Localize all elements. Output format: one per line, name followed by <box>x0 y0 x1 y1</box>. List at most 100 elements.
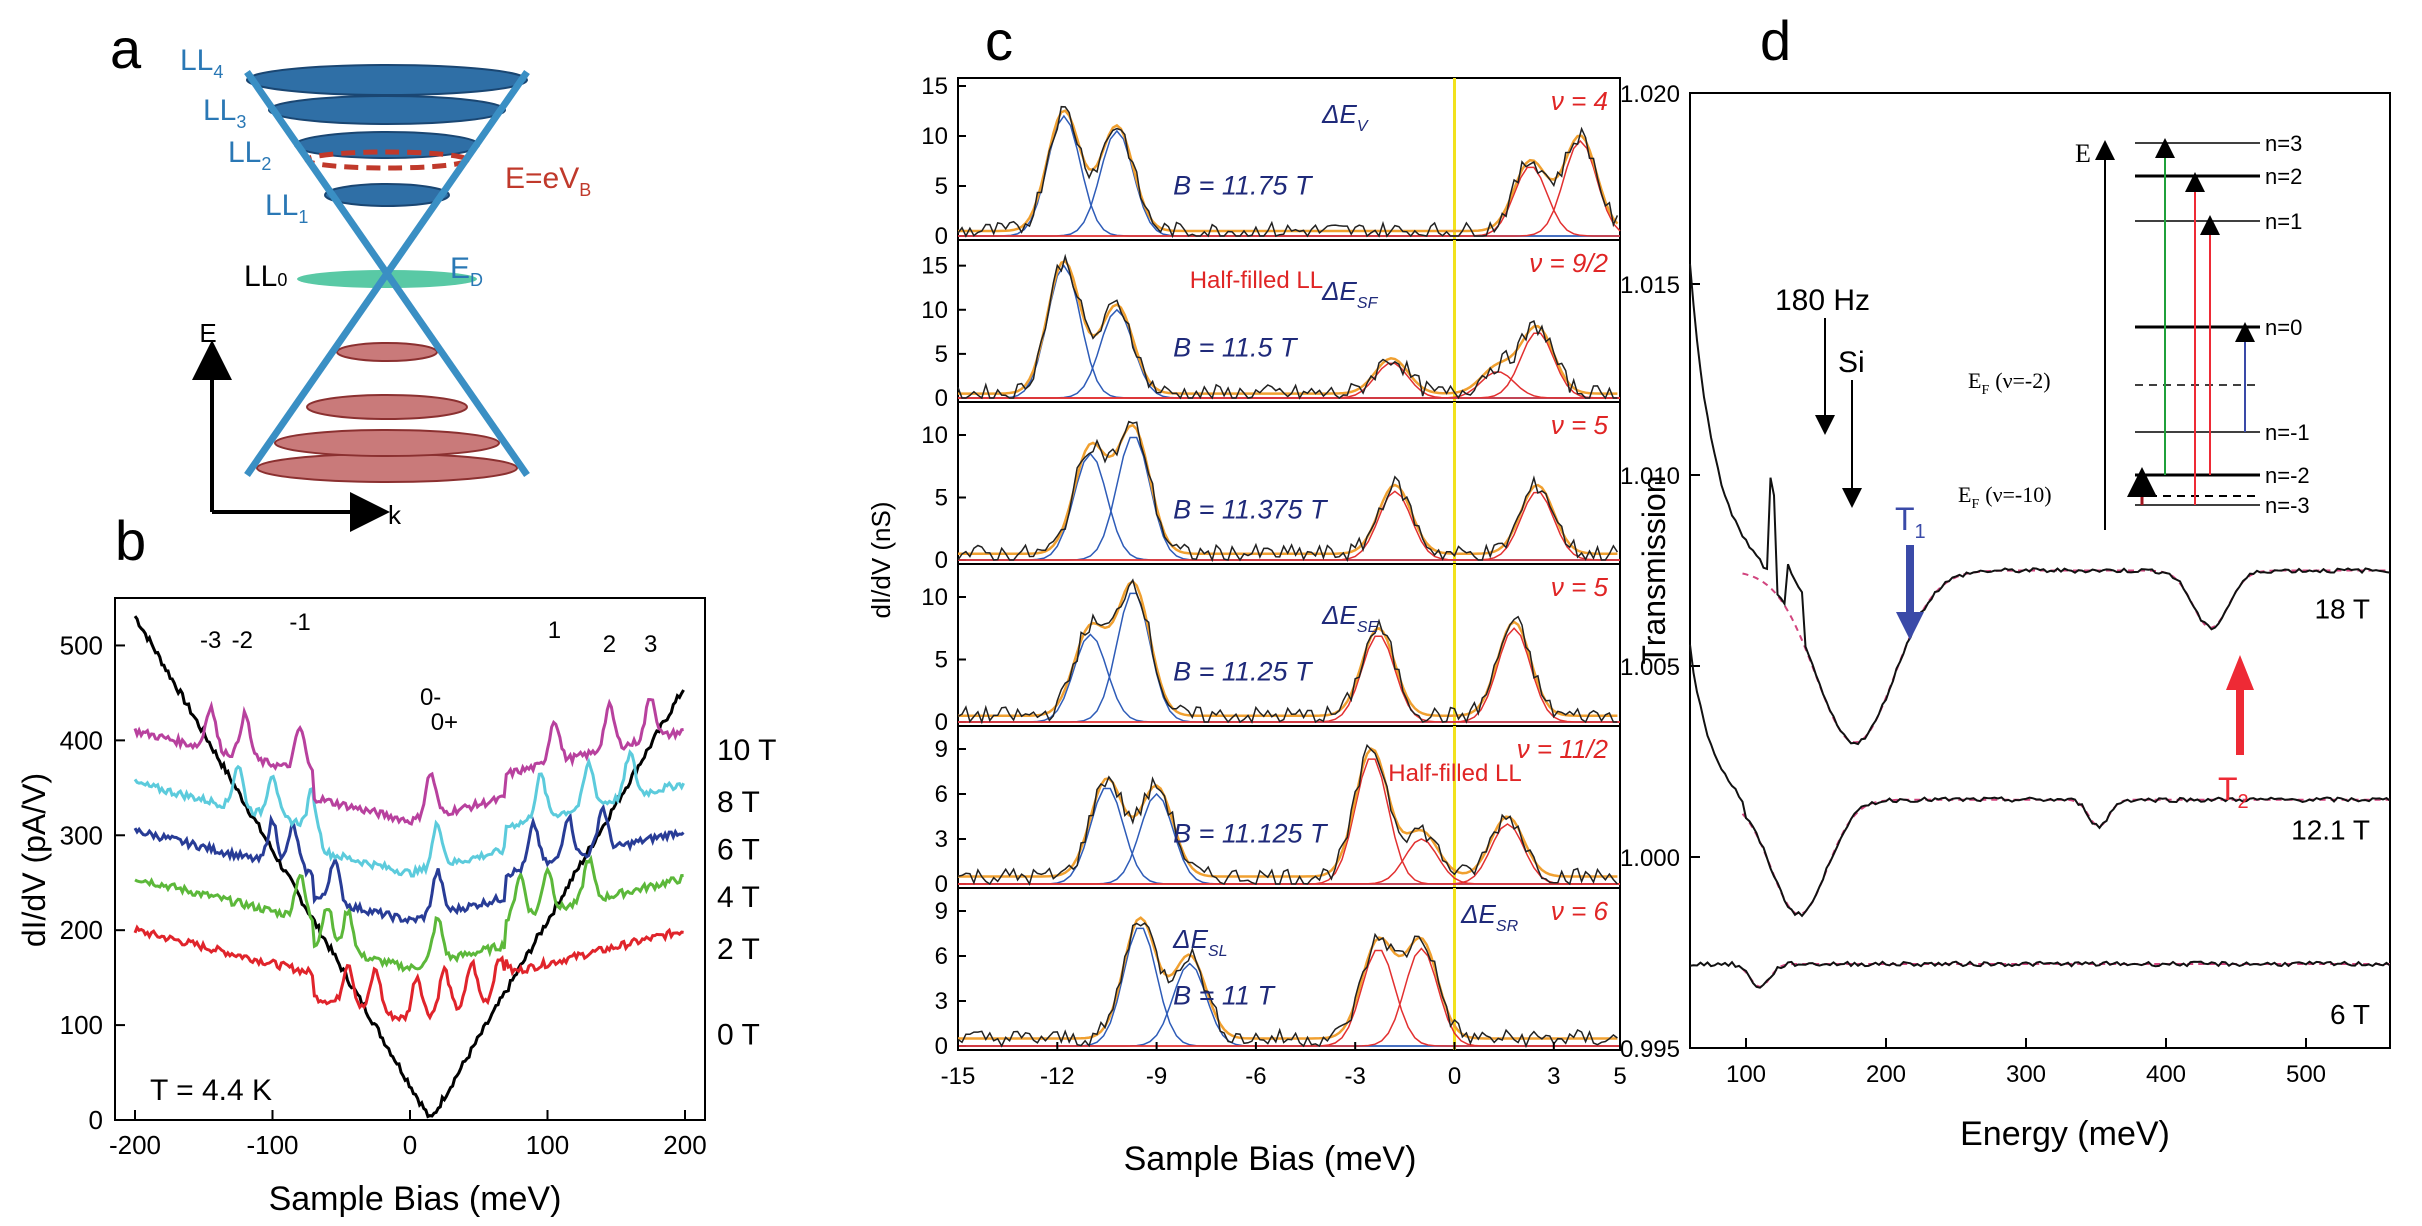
b-series-label: 6 T <box>717 834 760 867</box>
panel-b-peak-labels: -3 -2 -1 0-0+ 1 2 3 <box>200 609 657 736</box>
fermi-level-ring <box>304 149 470 171</box>
c-gap-sub: SF <box>1357 295 1379 312</box>
b-series-label: 0 T <box>717 1019 760 1052</box>
label-t2: T2 <box>2218 771 2249 813</box>
arrow-t1 <box>1896 545 1924 640</box>
inset-level-label: n=0 <box>2265 315 2302 340</box>
inset-e-label: E <box>2075 139 2091 168</box>
axis-k-label: k <box>388 500 402 530</box>
c-field-label: B = 11.375 T <box>1173 495 1329 525</box>
upper-ll-1 <box>324 183 450 207</box>
b-xtick-label: 100 <box>526 1130 569 1160</box>
d-series-2 <box>1689 960 2391 989</box>
d-series-label: 12.1 T <box>2291 815 2370 846</box>
b-peak-label: 1 <box>548 617 561 644</box>
c-data-trace <box>957 743 1618 886</box>
c-xtick-label: -15 <box>941 1063 976 1090</box>
inset-ef2: EF (ν=-10) <box>1958 482 2052 512</box>
inset-level-label: n=-3 <box>2265 493 2310 518</box>
b-series-2T <box>133 924 684 1023</box>
c-ytick-label: 0 <box>935 1033 948 1060</box>
temperature-label: T = 4.4 K <box>150 1074 272 1107</box>
cone-line-2 <box>244 70 530 477</box>
c-halffilled-label: Half-filled LL <box>1388 760 1521 787</box>
d-xtick-label: 200 <box>1866 1061 1906 1088</box>
c-fit-component <box>958 139 1621 237</box>
lower-ll-3 <box>306 394 468 420</box>
c-filling-label: ν = 5 <box>1551 572 1609 602</box>
d-xtick-label: 400 <box>2146 1061 2186 1088</box>
b-series-label: 10 T <box>717 734 777 767</box>
c-subpanel-3: 0 5 10 B = 11.25 T ν = 5 ΔESE <box>921 563 1621 736</box>
d-series-label: 18 T <box>2314 594 2370 625</box>
c-subpanel-frame <box>957 887 1621 1051</box>
inset-level-label: n=3 <box>2265 131 2302 156</box>
d-series-0 <box>1689 263 2391 746</box>
panel-d-curves: 18 T 12.1 T 6 T <box>1689 263 2391 1030</box>
b-xtick-label: -100 <box>246 1130 298 1160</box>
b-series-8T <box>133 748 685 878</box>
b-ytick-label: 0 <box>89 1105 103 1135</box>
c-ytick-label: 0 <box>935 709 948 736</box>
c-ytick-label: 10 <box>921 123 948 150</box>
label-ll2: LL2 <box>228 136 271 174</box>
c-gap-sub-2: SR <box>1496 918 1519 935</box>
c-field-label: B = 11 T <box>1173 981 1276 1011</box>
b-series-0T <box>133 615 685 1119</box>
c-fit-component <box>958 332 1620 399</box>
c-ytick-label: 10 <box>921 297 948 324</box>
label-dirac: ED <box>450 252 483 290</box>
b-ytick-label: 100 <box>60 1010 103 1040</box>
b-peak-label: 3 <box>644 631 657 658</box>
b-series-label: 2 T <box>717 933 760 966</box>
c-field-label: B = 11.5 T <box>1173 333 1299 363</box>
b-peak-label: -3 <box>200 627 221 654</box>
b-ytick-label: 200 <box>60 915 103 945</box>
b-peak-label: 0- <box>420 684 441 711</box>
b-ytick-label: 300 <box>60 820 103 850</box>
arrow-t2 <box>2226 655 2254 755</box>
c-filling-label: ν = 6 <box>1551 896 1609 926</box>
panel-d-label: d <box>1760 9 1791 72</box>
c-filling-label: ν = 9/2 <box>1529 248 1608 278</box>
c-xtick-label: -9 <box>1146 1063 1167 1090</box>
c-ytick-label: 5 <box>935 647 948 674</box>
c-fit-component <box>958 491 1620 561</box>
b-ytick-label: 500 <box>60 630 103 660</box>
lower-ll-1 <box>256 453 518 483</box>
c-ytick-label: 10 <box>921 422 948 449</box>
d-series-1 <box>1689 644 2391 918</box>
lower-ll-4 <box>336 342 438 362</box>
label-ll1: LL1 <box>265 189 308 227</box>
c-subpanel-5: 0 3 6 9 B = 11 T ν = 6 ΔESL ΔESR <box>935 887 1621 1060</box>
c-subpanel-2: 0 5 10 B = 11.375 T ν = 5 <box>921 401 1621 574</box>
c-ytick-label: 15 <box>921 253 948 280</box>
c-ytick-label: 3 <box>935 826 948 853</box>
b-series-label: 4 T <box>717 881 760 914</box>
c-xtick-label: 5 <box>1613 1063 1626 1090</box>
d-ytick-label: 0.995 <box>1620 1036 1680 1063</box>
c-fit-component <box>958 823 1620 885</box>
lower-ll-2 <box>274 429 500 457</box>
c-gap-sub: SL <box>1208 943 1228 960</box>
panel-a: a E k LL4 LL3 LL2 LL1 LL0 E=eVB ED <box>110 17 591 532</box>
c-filling-label: ν = 11/2 <box>1517 734 1609 764</box>
label-fermi: E=eVB <box>505 162 591 200</box>
d-series-label: 6 T <box>2330 999 2370 1030</box>
b-series-4T <box>134 854 684 973</box>
c-data-trace <box>957 922 1618 1049</box>
c-ytick-label: 15 <box>921 73 948 100</box>
c-total-fit <box>958 916 1618 1040</box>
inset-levels: n=3 n=2 n=1 n=0 n=-1 n=-2 n=-3 <box>2127 131 2310 518</box>
label-ll0: LL0 <box>244 260 287 293</box>
c-gap-sub: SE <box>1357 619 1379 636</box>
panel-d-ticks: 100 200 300 400 500 0.995 1.000 1.005 1.010 1.015… <box>1620 81 2326 1088</box>
panel-b-ticks: -200 -100 0 100 200 0 100 200 300 400 500 <box>60 630 707 1160</box>
c-fit-component <box>958 927 1620 1047</box>
b-peak-label: -1 <box>289 609 310 636</box>
inset-level-label: n=2 <box>2265 164 2302 189</box>
c-ytick-label: 5 <box>935 341 948 368</box>
